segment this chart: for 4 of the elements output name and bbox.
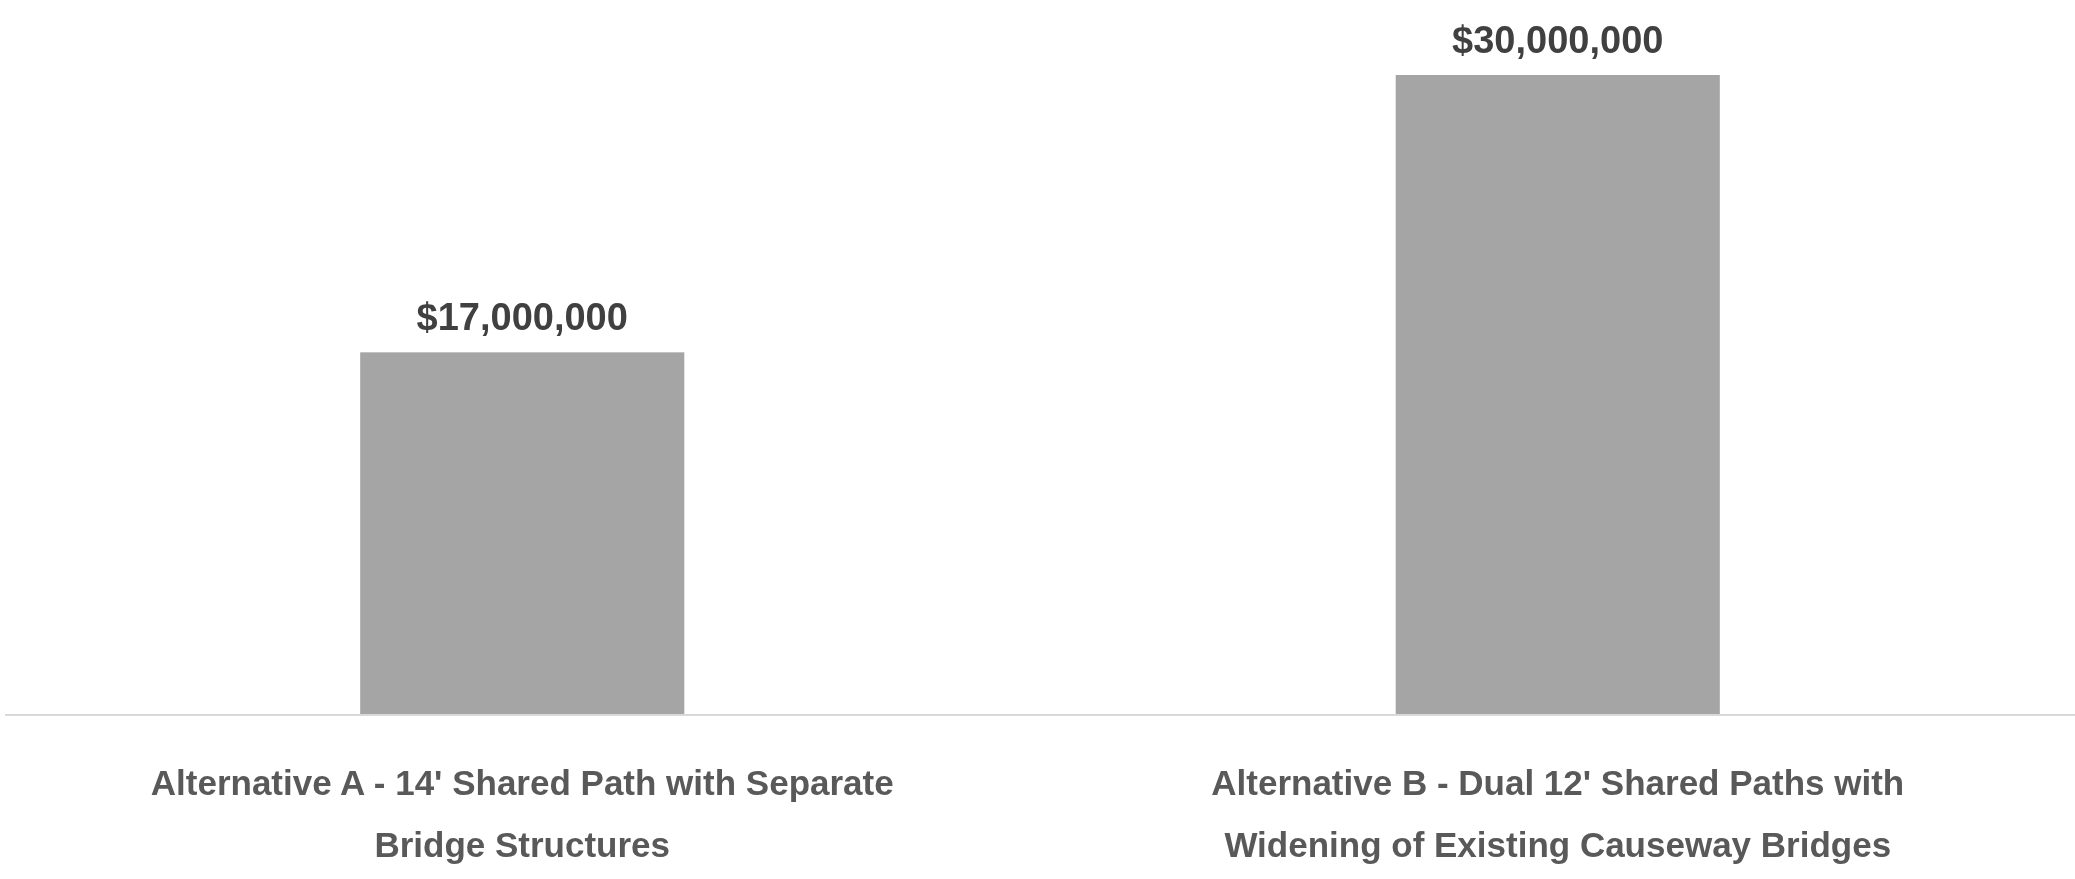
data-label: $17,000,000 — [416, 296, 628, 339]
x-tick-label: Alternative A - 14' Shared Path with Separate Bridge Structures — [150, 763, 894, 864]
data-label: $30,000,000 — [1452, 19, 1664, 61]
x-tick-label: Alternative B - Dual 12' Shared Paths with Widening of Existing Causeway Bridges — [1211, 763, 1905, 864]
